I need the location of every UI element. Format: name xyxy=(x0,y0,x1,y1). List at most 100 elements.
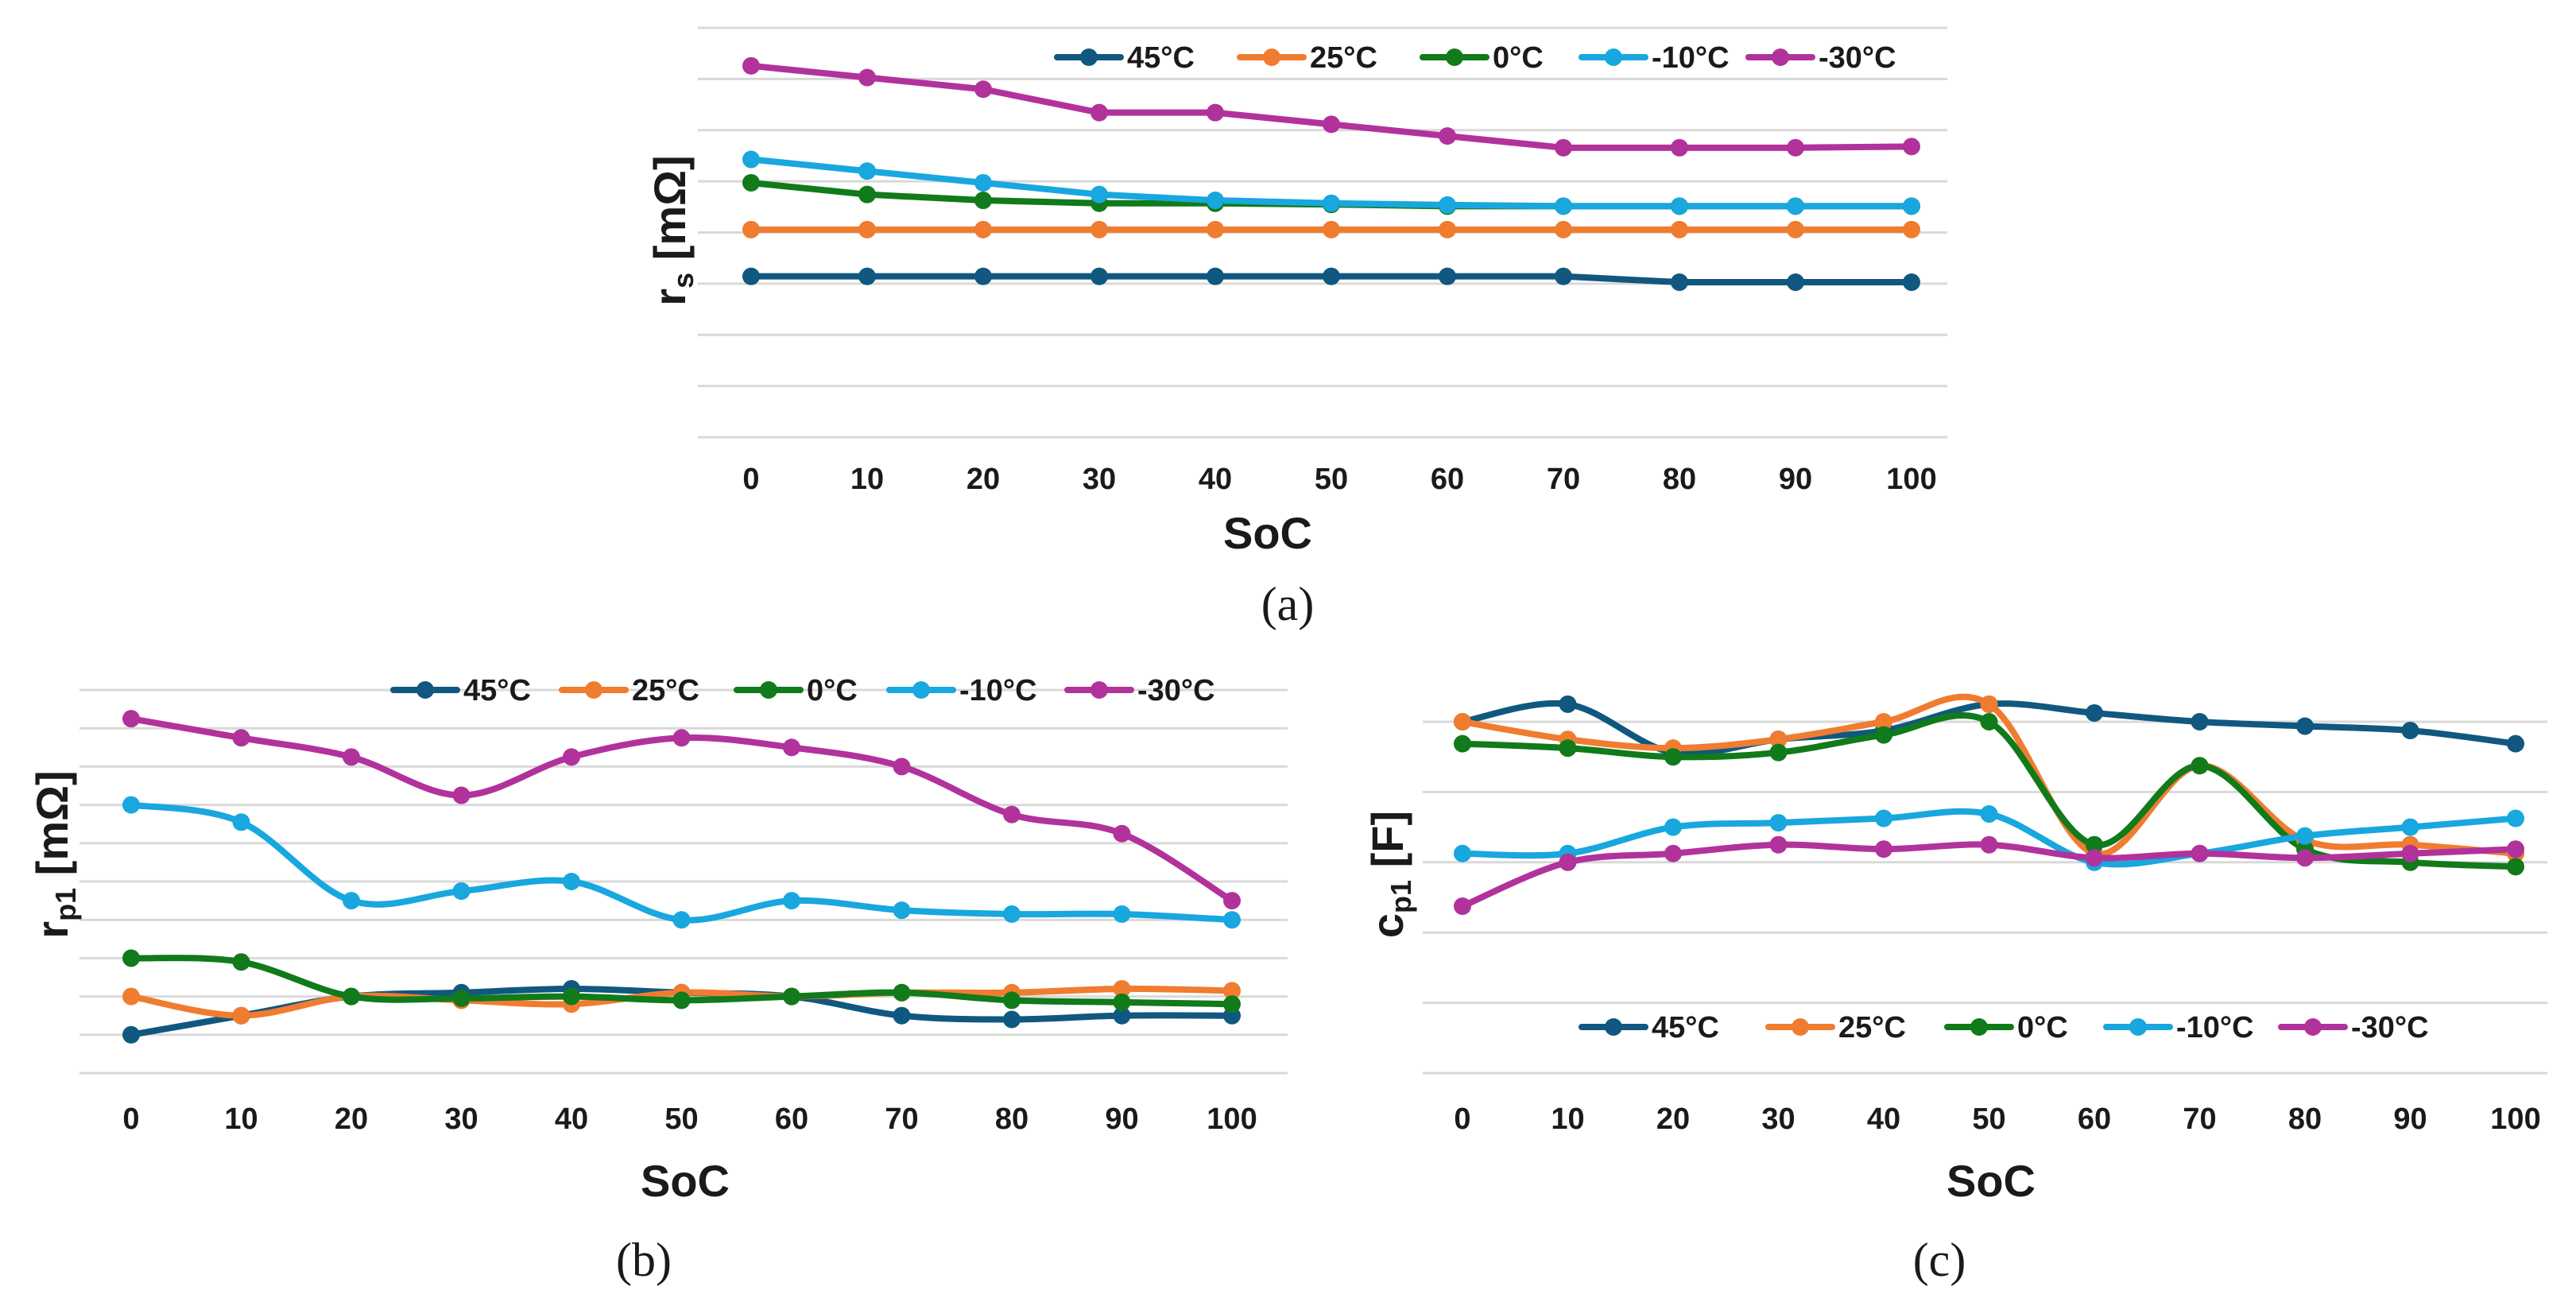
panel-b-x-axis-label: SoC xyxy=(641,1156,730,1206)
legend-swatch-marker xyxy=(585,681,602,699)
legend-swatch-marker xyxy=(1605,1018,1622,1036)
legend-swatch-marker xyxy=(1080,48,1098,66)
data-point-25c xyxy=(858,220,876,238)
legend-label: -10°C xyxy=(2176,1011,2254,1044)
data-point-minus30c xyxy=(1323,115,1340,134)
data-point-0c xyxy=(1980,713,1998,731)
data-point-minus30c xyxy=(2296,849,2314,867)
legend-swatch-marker xyxy=(1263,48,1280,66)
legend-label: 45°C xyxy=(1127,41,1195,75)
x-tick-label: 80 xyxy=(2288,1103,2322,1136)
x-tick-label: 60 xyxy=(2078,1103,2111,1136)
data-point-minus30c xyxy=(742,56,760,75)
data-point-minus10c xyxy=(742,150,760,169)
data-point-minus10c xyxy=(1769,814,1788,832)
data-point-45c xyxy=(974,267,992,285)
legend-label: -10°C xyxy=(959,674,1037,707)
x-tick-label: 80 xyxy=(1663,463,1696,496)
x-tick-label: 0 xyxy=(1454,1103,1470,1136)
data-point-minus10c xyxy=(1980,805,1998,824)
legend-item-25c: 25°C xyxy=(1237,41,1377,75)
legend-item-25c: 25°C xyxy=(559,674,699,707)
legend-label: -30°C xyxy=(2351,1011,2429,1044)
x-tick-label: 10 xyxy=(850,463,884,496)
legend-swatch-marker xyxy=(1772,48,1789,66)
data-point-25c xyxy=(742,220,760,238)
panel-a-y-axis-label: rs [mΩ] xyxy=(645,155,699,305)
legend-label: 0°C xyxy=(2017,1011,2068,1044)
data-point-45c xyxy=(1113,1006,1131,1025)
x-tick-label: 100 xyxy=(1886,463,1936,496)
data-point-minus10c xyxy=(2401,818,2419,836)
data-point-0c xyxy=(1559,739,1577,758)
data-point-25c xyxy=(1113,979,1131,998)
panel-c-legend: 45°C 25°C 0°C -10°C -30°C xyxy=(1579,1011,2429,1044)
x-tick-label: 10 xyxy=(224,1103,258,1136)
data-point-minus10c xyxy=(1454,844,1471,862)
data-point-minus30c xyxy=(974,80,992,99)
data-point-minus10c xyxy=(452,882,471,901)
x-tick-label: 40 xyxy=(1199,463,1232,496)
data-point-25c xyxy=(1090,220,1108,238)
data-point-0c xyxy=(1003,991,1021,1010)
legend-item-minus10c: -10°C xyxy=(886,674,1037,707)
legend-swatch-marker xyxy=(1605,48,1622,66)
data-point-25c xyxy=(1555,220,1572,238)
data-point-minus10c xyxy=(1003,905,1021,923)
panel-c-x-ticks: 0 10 20 30 40 50 60 70 80 90 100 xyxy=(1454,1103,2540,1136)
data-point-minus10c xyxy=(1671,197,1688,215)
data-point-45c xyxy=(1090,267,1108,285)
legend-swatch-marker xyxy=(1792,1018,1809,1036)
legend-item-45c: 45°C xyxy=(1054,41,1195,75)
data-point-25c xyxy=(1207,220,1224,238)
panel-c-cp1-chart: 0 10 20 30 40 50 60 70 80 90 100 SoC cp1 [F] 45°C 2… xyxy=(1362,693,2547,1286)
x-tick-label: 50 xyxy=(664,1103,698,1136)
data-point-minus10c xyxy=(1323,194,1340,212)
x-tick-label: 100 xyxy=(1207,1103,1257,1136)
data-point-45c xyxy=(2401,722,2419,740)
legend-item-minus10c: -10°C xyxy=(2103,1011,2254,1044)
data-point-minus30c xyxy=(858,68,876,87)
legend-swatch-marker xyxy=(2129,1018,2147,1036)
data-point-45c xyxy=(1003,1010,1021,1029)
panel-b-caption: (b) xyxy=(616,1234,672,1286)
data-point-25c xyxy=(974,220,992,238)
data-point-25c xyxy=(1671,220,1688,238)
data-point-minus30c xyxy=(1769,835,1788,854)
data-point-minus30c xyxy=(1664,844,1682,862)
x-tick-label: 20 xyxy=(335,1103,368,1136)
x-tick-label: 20 xyxy=(966,463,1000,496)
data-point-45c xyxy=(2191,713,2209,731)
data-point-0c xyxy=(1875,726,1892,744)
panel-c-x-axis-label: SoC xyxy=(1947,1156,2036,1206)
x-tick-label: 40 xyxy=(555,1103,588,1136)
panel-a-legend: 45°C 25°C 0°C -10°C -30°C xyxy=(1054,41,1896,75)
legend-swatch-marker xyxy=(1446,48,1463,66)
data-point-45c xyxy=(1787,273,1804,292)
data-point-0c xyxy=(1664,748,1682,766)
data-point-minus10c xyxy=(1113,905,1131,923)
data-point-minus10c xyxy=(1787,197,1804,215)
x-tick-label: 70 xyxy=(885,1103,918,1136)
series-line-minus30c xyxy=(1459,841,2519,910)
data-point-minus10c xyxy=(893,901,911,920)
legend-item-0c: 0°C xyxy=(1420,41,1544,75)
legend-label: -30°C xyxy=(1819,41,1896,75)
data-point-minus10c xyxy=(232,813,250,831)
data-point-minus30c xyxy=(893,758,911,776)
panel-a-rs-chart: 0 10 20 30 40 50 60 70 80 90 100 SoC rs [mΩ] 45°C 2… xyxy=(645,26,1947,630)
x-tick-label: 80 xyxy=(995,1103,1028,1136)
data-point-minus30c xyxy=(122,710,140,728)
legend-swatch-marker xyxy=(1090,681,1108,699)
legend-item-minus30c: -30°C xyxy=(1064,674,1215,707)
data-point-minus30c xyxy=(1090,103,1108,122)
panel-b-rp1-chart: 0 10 20 30 40 50 60 70 80 90 100 SoC rp1 [mΩ] 45°C… xyxy=(27,674,1288,1286)
data-point-25c xyxy=(1223,982,1241,1000)
data-point-minus30c xyxy=(1439,127,1456,145)
legend-item-0c: 0°C xyxy=(1944,1011,2068,1044)
panel-b-x-ticks: 0 10 20 30 40 50 60 70 80 90 100 xyxy=(122,1103,1257,1136)
legend-swatch-marker xyxy=(760,681,777,699)
data-point-minus10c xyxy=(672,911,691,929)
data-point-minus30c xyxy=(232,729,250,747)
x-tick-label: 30 xyxy=(444,1103,478,1136)
